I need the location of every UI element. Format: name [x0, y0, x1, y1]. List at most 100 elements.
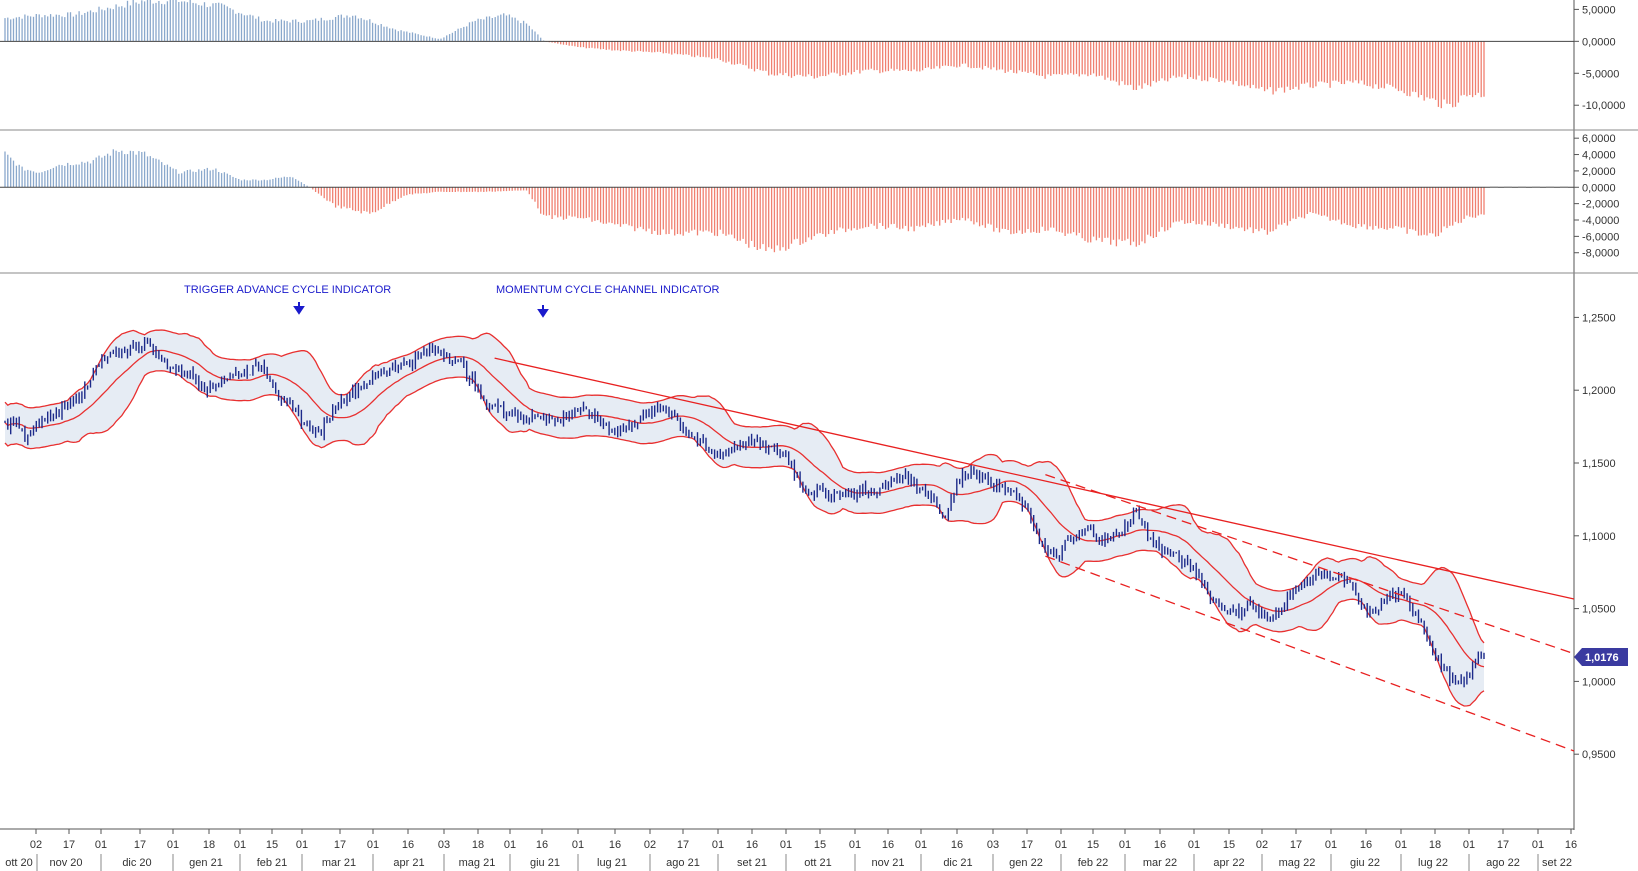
- x-tick-label: 01: [849, 839, 861, 851]
- x-tick-label: 16: [1360, 839, 1372, 851]
- price-panel: [4, 329, 1575, 752]
- upper-band: [4, 329, 1485, 644]
- x-tick-label: 16: [882, 839, 894, 851]
- x-tick-label: 01: [1463, 839, 1475, 851]
- x-tick-label: 01: [572, 839, 584, 851]
- x-tick-label: 16: [1154, 839, 1166, 851]
- y-tick-label: 5,0000: [1582, 4, 1616, 16]
- x-tick-label: 03: [438, 839, 450, 851]
- x-month-label: lug 22: [1418, 857, 1448, 869]
- x-month-label: apr 21: [393, 857, 424, 869]
- y-tick-label: -4,0000: [1582, 215, 1619, 227]
- x-month-label: ago 21: [666, 857, 700, 869]
- x-tick-label: 01: [367, 839, 379, 851]
- x-tick-label: 17: [1021, 839, 1033, 851]
- y-tick-label: -10,0000: [1582, 100, 1625, 112]
- x-month-label: nov 21: [871, 857, 904, 869]
- x-month-label: mar 22: [1143, 857, 1177, 869]
- x-month-label: lug 21: [597, 857, 627, 869]
- x-tick-label: 01: [1188, 839, 1200, 851]
- x-tick-label: 01: [1055, 839, 1067, 851]
- x-tick-label: 01: [1532, 839, 1544, 851]
- x-tick-label: 17: [677, 839, 689, 851]
- x-month-label: ott 20: [5, 857, 33, 869]
- x-tick-label: 15: [814, 839, 826, 851]
- x-month-label: giu 21: [530, 857, 560, 869]
- y-tick-label: 1,2500: [1582, 312, 1616, 324]
- x-month-label: gen 21: [189, 857, 223, 869]
- y-tick-label: 0,0000: [1582, 182, 1616, 194]
- oscillator-middle-panel: [0, 149, 1574, 253]
- x-tick-label: 01: [915, 839, 927, 851]
- x-tick-label: 17: [63, 839, 75, 851]
- x-month-label: gen 22: [1009, 857, 1043, 869]
- x-month-label: nov 20: [49, 857, 82, 869]
- channel-lower-line: [1045, 555, 1575, 752]
- annotation-trigger: TRIGGER ADVANCE CYCLE INDICATOR: [184, 284, 391, 315]
- x-tick-label: 15: [266, 839, 278, 851]
- x-tick-label: 01: [1119, 839, 1131, 851]
- y-tick-label: -8,0000: [1582, 248, 1619, 260]
- x-tick-label: 18: [472, 839, 484, 851]
- x-tick-label: 01: [712, 839, 724, 851]
- x-tick-label: 01: [780, 839, 792, 851]
- x-tick-label: 16: [1565, 839, 1577, 851]
- x-tick-label: 18: [1429, 839, 1441, 851]
- channel-upper-line: [1045, 474, 1575, 655]
- x-tick-label: 17: [1290, 839, 1302, 851]
- y-tick-label: 2,0000: [1582, 166, 1616, 178]
- y-tick-label: 1,0000: [1582, 676, 1616, 688]
- y-tick-label: 6,0000: [1582, 133, 1616, 145]
- x-month-label: dic 20: [122, 857, 151, 869]
- resistance-trendline: [494, 357, 1575, 600]
- x-tick-label: 16: [536, 839, 548, 851]
- x-tick-label: 17: [134, 839, 146, 851]
- x-tick-label: 03: [987, 839, 999, 851]
- x-tick-label: 01: [167, 839, 179, 851]
- x-tick-label: 01: [1325, 839, 1337, 851]
- x-month-label: mag 22: [1279, 857, 1316, 869]
- y-axes: 5,0000 0,0000 -5,0000 -10,0000 6,0000 4,0000 2…: [1574, 4, 1625, 761]
- x-tick-label: 01: [504, 839, 516, 851]
- y-tick-label: 1,2000: [1582, 385, 1616, 397]
- annotation-momentum: MOMENTUM CYCLE CHANNEL INDICATOR: [496, 284, 720, 318]
- x-tick-label: 17: [334, 839, 346, 851]
- y-tick-label: 1,0500: [1582, 604, 1616, 616]
- x-month-label: giu 22: [1350, 857, 1380, 869]
- middle-band: [4, 349, 1485, 668]
- x-tick-label: 01: [95, 839, 107, 851]
- x-tick-label: 15: [1223, 839, 1235, 851]
- x-month-label: dic 21: [943, 857, 972, 869]
- y-tick-label: -2,0000: [1582, 199, 1619, 211]
- x-tick-label: 18: [203, 839, 215, 851]
- x-month-label: set 22: [1542, 857, 1572, 869]
- y-tick-label: -5,0000: [1582, 68, 1619, 80]
- x-tick-label: 02: [644, 839, 656, 851]
- y-tick-label: -6,0000: [1582, 231, 1619, 243]
- y-tick-label: 1,1000: [1582, 531, 1616, 543]
- y-tick-label: 0,0000: [1582, 36, 1616, 48]
- annotation-trigger-label: TRIGGER ADVANCE CYCLE INDICATOR: [184, 284, 391, 296]
- band-fill: [5, 330, 1484, 706]
- x-month-label: feb 22: [1078, 857, 1109, 869]
- x-tick-label: 17: [1497, 839, 1509, 851]
- x-axis: 02 17 01 17 01 18 01 15 01 17 01 16 03 18 01 16 01 16 02 17…: [5, 829, 1577, 871]
- x-tick-label: 01: [234, 839, 246, 851]
- x-tick-label: 01: [1395, 839, 1407, 851]
- arrow-down-icon: [537, 305, 549, 318]
- last-price-label: 1,0176: [1585, 652, 1619, 664]
- x-month-label: mag 21: [459, 857, 496, 869]
- y-tick-label: 0,9500: [1582, 749, 1616, 761]
- x-tick-label: 16: [746, 839, 758, 851]
- oscillator-top-panel: [0, 0, 1574, 109]
- y-tick-label: 1,1500: [1582, 458, 1616, 470]
- arrow-down-icon: [293, 302, 305, 315]
- x-month-label: set 21: [737, 857, 767, 869]
- last-price-badge: 1,0176: [1574, 648, 1628, 666]
- x-tick-label: 15: [1087, 839, 1099, 851]
- x-month-label: mar 21: [322, 857, 356, 869]
- x-month-label: ago 22: [1486, 857, 1520, 869]
- lower-band: [4, 370, 1485, 707]
- x-tick-label: 01: [296, 839, 308, 851]
